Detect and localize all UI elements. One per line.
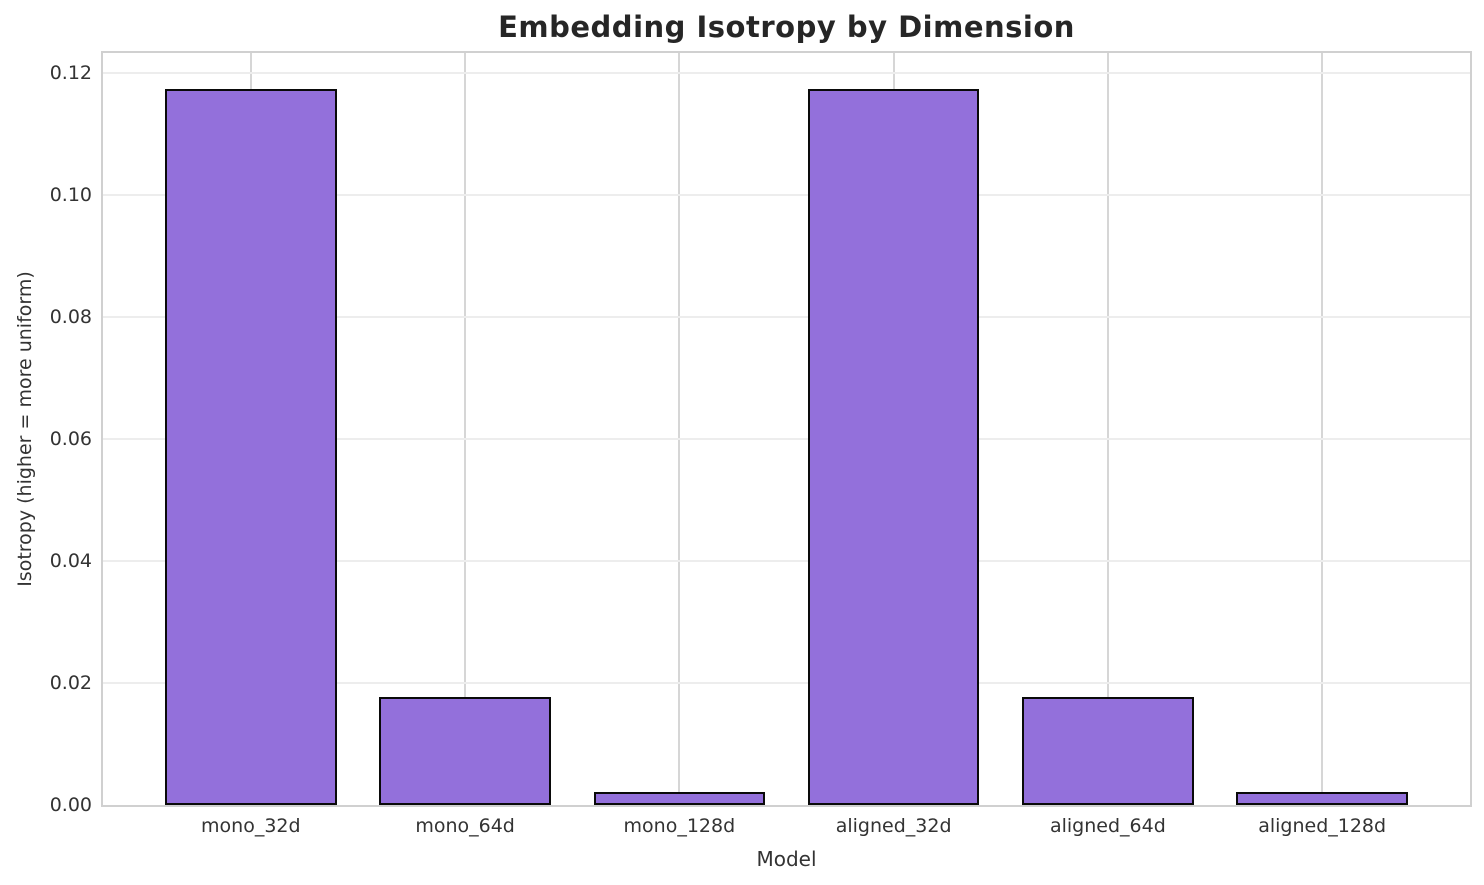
bar-mono_64d [379, 697, 551, 805]
bar-mono_32d [165, 88, 337, 805]
gridline-horizontal [103, 316, 1470, 319]
gridline-horizontal [103, 560, 1470, 563]
y-tick-label: 0.12 [49, 62, 92, 85]
x-tick-label: aligned_32d [835, 815, 952, 837]
x-tick-label: mono_32d [201, 815, 301, 837]
y-tick-label: 0.08 [49, 306, 92, 329]
gridline-horizontal [103, 438, 1470, 441]
gridline-vertical [464, 53, 467, 805]
plot-area [101, 51, 1472, 807]
x-tick-label: aligned_128d [1258, 815, 1387, 837]
bar-aligned_64d [1022, 697, 1194, 805]
gridline-horizontal [103, 194, 1470, 197]
gridline-vertical [1321, 53, 1324, 805]
y-tick-label: 0.02 [49, 672, 92, 695]
gridline-horizontal [103, 72, 1470, 75]
y-tick-label: 0.04 [49, 550, 92, 573]
x-tick-label: mono_128d [623, 815, 736, 837]
x-axis-label: Model [756, 847, 817, 871]
bar-aligned_32d [807, 88, 980, 805]
bar-aligned_128d [1236, 792, 1408, 805]
bar-mono_128d [593, 792, 766, 805]
x-tick-label: aligned_64d [1049, 815, 1166, 837]
y-tick-label: 0.10 [49, 184, 92, 207]
gridline-horizontal [103, 682, 1470, 685]
y-tick-label: 0.06 [49, 428, 92, 451]
gridline-vertical [678, 53, 681, 805]
gridline-vertical [1106, 53, 1109, 805]
x-tick-label: mono_64d [415, 815, 515, 837]
chart-title: Embedding Isotropy by Dimension [498, 10, 1075, 44]
y-tick-label: 0.00 [49, 794, 92, 816]
